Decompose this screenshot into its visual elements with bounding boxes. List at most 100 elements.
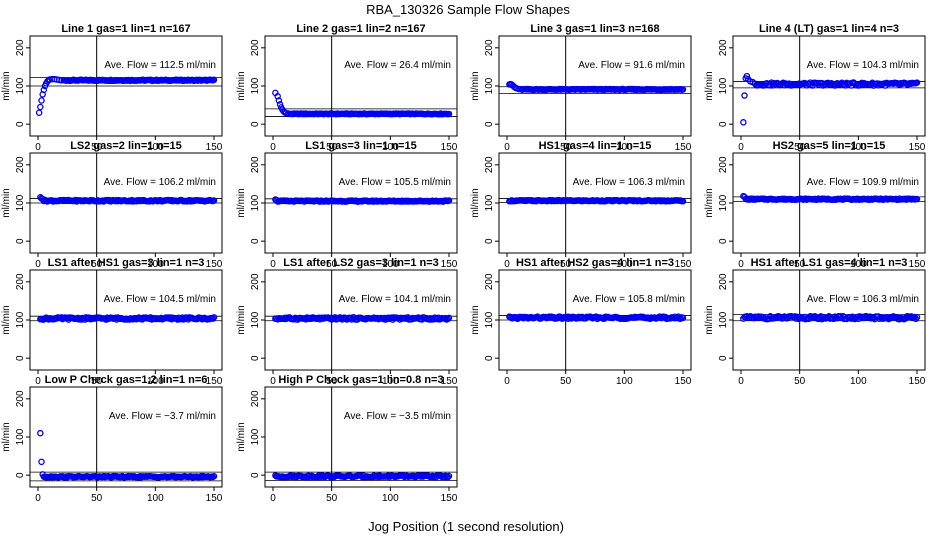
x-tick-label: 150 [441,142,458,153]
x-tick-label: 150 [909,376,926,387]
average-flow-annotation: Ave. Flow = 106.3 ml/min [573,177,685,188]
y-axis-label: ml/min [1,71,12,100]
x-tick-label: 150 [909,259,926,270]
y-tick-label: 0 [718,355,729,361]
figure-title: RBA_130326 Sample Flow Shapes [366,2,570,17]
x-tick-label: 100 [850,142,867,153]
data-point [274,93,281,100]
y-tick-label: 0 [484,121,495,127]
panel-title: LS2 gas=2 lin=1 n=15 [70,140,182,152]
x-tick-label: 150 [206,493,223,504]
x-tick-label: 50 [560,259,572,270]
data-point [679,197,687,205]
data-point [913,313,921,321]
average-flow-annotation: Ave. Flow = 106.3 ml/min [807,294,919,305]
x-tick-label: 50 [326,259,338,270]
x-tick-label: 0 [738,259,744,270]
y-axis-label: ml/min [236,71,247,100]
average-flow-annotation: Ave. Flow = 105.8 ml/min [573,294,685,305]
panel-title: LS1 gas=3 lin=1 n=15 [305,140,417,152]
data-point [445,472,453,480]
average-flow-annotation: Ave. Flow = 105.5 ml/min [339,177,451,188]
data-point [913,195,921,203]
x-tick-label: 100 [850,259,867,270]
data-point [444,315,452,323]
data-point [210,314,218,321]
y-tick-label: 100 [250,311,261,328]
x-tick-label: 0 [270,259,276,270]
y-axis-label: ml/min [704,188,715,217]
y-tick-label: 100 [484,194,495,211]
data-point [445,314,453,322]
y-tick-label: 0 [250,472,261,478]
plot-frame [264,35,458,137]
data-point [210,76,218,84]
panel-11: HS1 after HS2 gas=4 lin=1 n=3 0 50 100 150 0 1… [470,257,692,387]
average-flow-annotation: Ave. Flow = 104.1 ml/min [339,294,451,305]
x-tick-label: 150 [675,259,692,270]
x-tick-label: 150 [909,142,926,153]
x-tick-label: 50 [794,376,806,387]
y-tick-label: 200 [484,39,495,56]
y-tick-label: 100 [15,311,26,328]
y-tick-label: 0 [15,121,26,127]
data-point [210,472,218,480]
x-tick-label: 100 [147,142,164,153]
x-tick-label: 100 [147,376,164,387]
panel-grid: Line 1 gas=1 lin=1 n=167 0 50 100 150 0 100 200… [1,23,926,504]
y-tick-label: 200 [15,390,26,407]
data-point [35,109,43,116]
average-flow-annotation: Ave. Flow = 109.9 ml/min [807,177,919,188]
x-tick-label: 100 [382,376,399,387]
x-tick-label: 100 [382,142,399,153]
average-flow-annotation: Ave. Flow = 104.3 ml/min [807,60,919,71]
x-tick-label: 50 [91,493,103,504]
x-tick-label: 100 [616,259,633,270]
y-tick-label: 100 [250,77,261,94]
y-tick-label: 0 [15,472,26,478]
data-point [444,473,452,481]
y-tick-label: 200 [718,156,729,173]
x-tick-label: 50 [326,493,338,504]
x-tick-label: 50 [560,376,572,387]
plot-frame [732,152,926,254]
x-tick-label: 100 [616,376,633,387]
y-axis-label: ml/min [236,305,247,334]
x-tick-label: 50 [560,142,572,153]
x-tick-label: 50 [326,376,338,387]
panel-title: Line 2 gas=1 lin=2 n=167 [296,23,425,35]
panel-5: LS2 gas=2 lin=1 n=15 0 50 100 150 0 100 200 ml/m… [1,140,223,270]
y-tick-label: 0 [718,238,729,244]
y-tick-label: 200 [250,390,261,407]
y-axis-label: ml/min [470,188,481,217]
x-tick-label: 0 [738,142,744,153]
x-tick-label: 0 [270,493,276,504]
y-tick-label: 0 [718,121,729,127]
data-point [38,97,45,104]
y-tick-label: 200 [15,39,26,56]
y-tick-label: 0 [15,355,26,361]
y-axis-label: ml/min [1,422,12,451]
y-axis-label: ml/min [236,188,247,217]
y-tick-label: 0 [250,355,261,361]
x-tick-label: 100 [616,142,633,153]
data-point [740,119,747,126]
panel-title: Line 3 gas=1 lin=3 n=168 [530,23,659,35]
panel-12: HS1 after LS1 gas=4 lin=1 n=3 0 50 100 150 0 1… [704,257,926,387]
y-tick-label: 200 [250,39,261,56]
x-tick-label: 0 [35,142,41,153]
panel-title: High P Check gas=1 lin=0.8 n=3 [278,374,443,386]
panel-10: LS1 after LS2 gas=3 lin=1 n=3 0 50 100 150 0 1… [236,257,458,387]
panel-3: Line 3 gas=1 lin=3 n=168 0 50 100 150 0 100 200… [470,23,692,153]
x-tick-label: 150 [441,376,458,387]
panel-title: LS1 after LS2 gas=3 lin=1 n=3 [283,257,439,269]
y-axis-label: ml/min [704,305,715,334]
y-axis-label: ml/min [704,71,715,100]
y-tick-label: 100 [250,194,261,211]
y-tick-label: 200 [15,156,26,173]
x-tick-label: 0 [35,259,41,270]
data-point [913,79,921,86]
y-axis-label: ml/min [470,71,481,100]
average-flow-annotation: Ave. Flow = 106.2 ml/min [104,177,216,188]
data-point [37,103,44,111]
